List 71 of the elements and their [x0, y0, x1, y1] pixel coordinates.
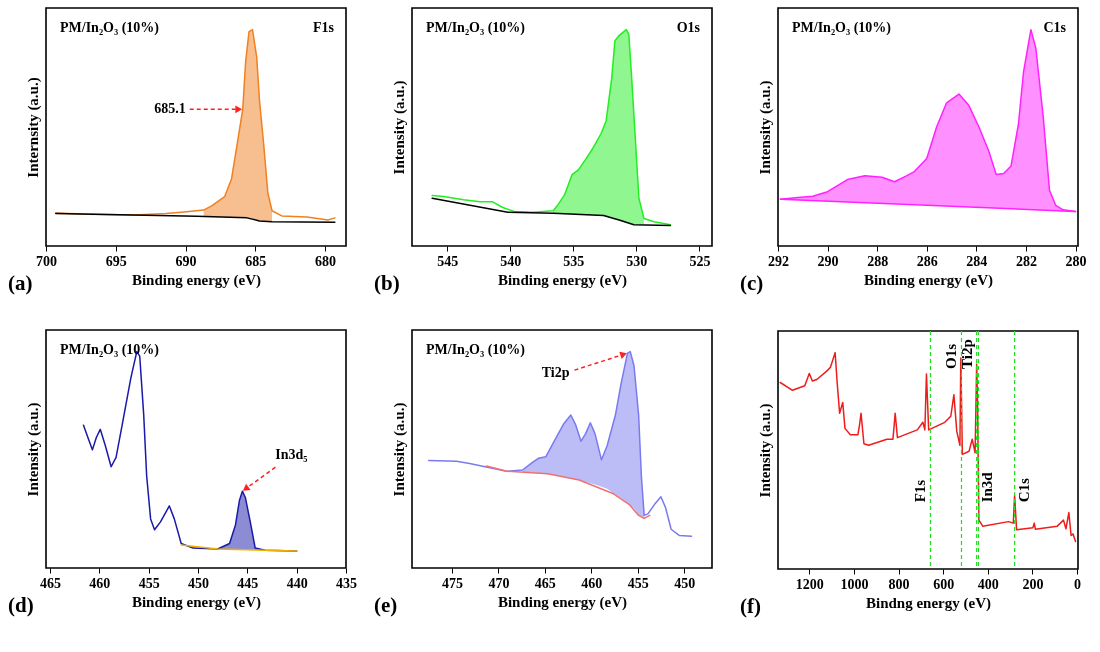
x-axis-title: Binding energy (eV) [497, 271, 628, 289]
x-tick-label: 455 [627, 575, 649, 591]
y-axis-title: Internsity (a.u.) [24, 77, 42, 178]
x-tick-label: 288 [867, 253, 889, 269]
annotation: C1s [1043, 20, 1067, 35]
x-tick-label: 290 [817, 253, 839, 269]
text: (f) [740, 594, 761, 618]
x-axis-title: Binding energy (eV) [131, 271, 262, 289]
annotation: O1s [676, 20, 701, 35]
x-tick-label: 525 [689, 253, 711, 269]
x-tick-label: 445 [237, 575, 259, 591]
text: (d) [8, 593, 34, 617]
annotation: PM/In₂O₃ (10%) [60, 20, 160, 36]
text: (a) [8, 271, 33, 295]
y-axis-title: Intensity (a.u.) [390, 80, 408, 175]
x-tick-label: 280 [1065, 253, 1087, 269]
x-axis-title: Binding energy (eV) [863, 271, 994, 289]
ref-line-label: Ti2p [958, 339, 975, 369]
text: (e) [374, 593, 398, 617]
x-tick-label: 545 [437, 253, 459, 269]
text: (c) [740, 271, 764, 295]
ref-line-label: In3d [979, 471, 996, 503]
annotation: PM/In₂O₃ (10%) [792, 20, 892, 36]
x-tick-label: 475 [441, 575, 463, 591]
x-tick-label: 1000 [840, 576, 869, 592]
x-tick-label: 460 [581, 575, 603, 591]
x-axis-title: Binding energy (eV) [497, 593, 628, 611]
x-tick-label: 470 [488, 575, 510, 591]
annotation: PM/In₂O₃ (10%) [426, 20, 526, 36]
x-tick-label: 535 [563, 253, 585, 269]
x-tick-label: 1200 [795, 576, 824, 592]
x-tick-label: 292 [768, 253, 789, 269]
x-tick-label: 700 [36, 253, 57, 269]
x-tick-label: 435 [336, 575, 357, 591]
x-tick-label: 455 [138, 575, 160, 591]
x-axis-title: Bindng energy (eV) [866, 594, 991, 612]
ref-line-label: F1s [912, 479, 929, 503]
x-tick-label: 465 [534, 575, 556, 591]
x-tick-label: 800 [888, 576, 910, 592]
annotation: PM/In₂O₃ (10%) [60, 342, 160, 358]
x-tick-label: 600 [933, 576, 955, 592]
x-tick-label: 465 [39, 575, 61, 591]
x-tick-label: 685 [245, 253, 267, 269]
x-tick-label: 200 [1022, 576, 1044, 592]
y-axis-title: Intensity (a.u.) [24, 402, 42, 497]
x-tick-label: 450 [187, 575, 209, 591]
x-tick-label: 440 [286, 575, 308, 591]
x-tick-label: 0 [1074, 576, 1082, 592]
text: (b) [374, 271, 400, 295]
y-axis-title: Intensity (a.u.) [756, 80, 774, 175]
annotation: F1s [313, 20, 335, 35]
x-tick-label: 460 [89, 575, 111, 591]
x-tick-label: 284 [966, 253, 988, 269]
x-tick-label: 530 [626, 253, 648, 269]
x-tick-label: 400 [977, 576, 999, 592]
y-axis-title: Intensity (a.u.) [390, 402, 408, 497]
x-tick-label: 695 [105, 253, 127, 269]
annotation: PM/In₂O₃ (10%) [426, 342, 526, 358]
x-tick-label: 450 [674, 575, 696, 591]
annotation: Ti2p [541, 365, 570, 381]
y-axis-title: Intensity (a.u.) [756, 403, 774, 498]
annotation: In3d₅ [275, 447, 308, 463]
ref-line-label: C1s [1015, 478, 1032, 503]
x-tick-label: 690 [175, 253, 197, 269]
x-tick-label: 282 [1015, 253, 1037, 269]
ref-line-label: O1s [943, 343, 960, 369]
x-tick-label: 540 [500, 253, 522, 269]
x-tick-label: 680 [315, 253, 337, 269]
x-tick-label: 286 [916, 253, 938, 269]
annotation: 685.1 [154, 101, 186, 117]
x-axis-title: Binding energy (eV) [131, 593, 262, 611]
